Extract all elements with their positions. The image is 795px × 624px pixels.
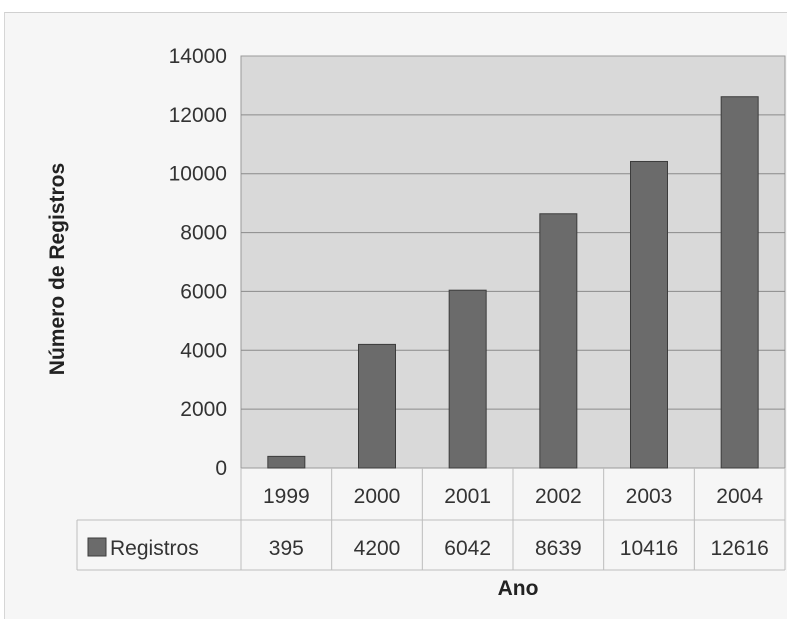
- y-axis-title: Número de Registros: [46, 163, 69, 375]
- bar-1999: [267, 455, 306, 469]
- x-tick-label: 2001: [444, 485, 491, 508]
- data-label: 8639: [535, 537, 582, 560]
- gridlines: [241, 114, 785, 410]
- data-label: 12616: [710, 537, 768, 560]
- plot-background: [240, 55, 786, 469]
- y-tick-label: 14000: [169, 45, 227, 68]
- y-tick-label: 10000: [169, 163, 227, 186]
- data-label: 395: [269, 537, 304, 560]
- bar-chart: 0 2000 4000 6000 8000 10000 12000 14000 1999 395…: [46, 45, 786, 600]
- chart-frame: 0 2000 4000 6000 8000 10000 12000 14000 1999 395…: [4, 12, 787, 619]
- data-label: 10416: [620, 537, 678, 560]
- legend-swatch: [87, 537, 107, 557]
- x-tick-label: 1999: [263, 485, 310, 508]
- bar-2004: [720, 96, 759, 469]
- bar-2001: [448, 289, 487, 469]
- x-axis-title: Ano: [498, 577, 539, 600]
- data-table: 1999 395 2000 4200 2001 6042 2002 8639 2003 10416…: [76, 468, 786, 571]
- y-tick-label: 8000: [180, 222, 227, 245]
- x-tick-label: 2002: [535, 485, 582, 508]
- data-label: 4200: [354, 537, 401, 560]
- bar-2002: [539, 213, 578, 469]
- bar-2000: [358, 343, 396, 469]
- y-tick-label: 12000: [169, 104, 227, 127]
- bar-2003: [630, 160, 668, 469]
- x-tick-label: 2003: [626, 485, 673, 508]
- y-tick-label: 0: [215, 457, 227, 480]
- y-tick-label: 4000: [180, 339, 227, 362]
- legend-label: Registros: [110, 537, 199, 560]
- y-tick-label: 6000: [180, 280, 227, 303]
- plot-area: [240, 55, 786, 469]
- y-tick-label: 2000: [180, 398, 227, 421]
- x-tick-label: 2004: [716, 485, 763, 508]
- data-label: 6042: [444, 537, 491, 560]
- x-tick-label: 2000: [354, 485, 401, 508]
- y-axis-ticks: 0 2000 4000 6000 8000 10000 12000 14000: [169, 45, 227, 480]
- bars: [267, 96, 759, 469]
